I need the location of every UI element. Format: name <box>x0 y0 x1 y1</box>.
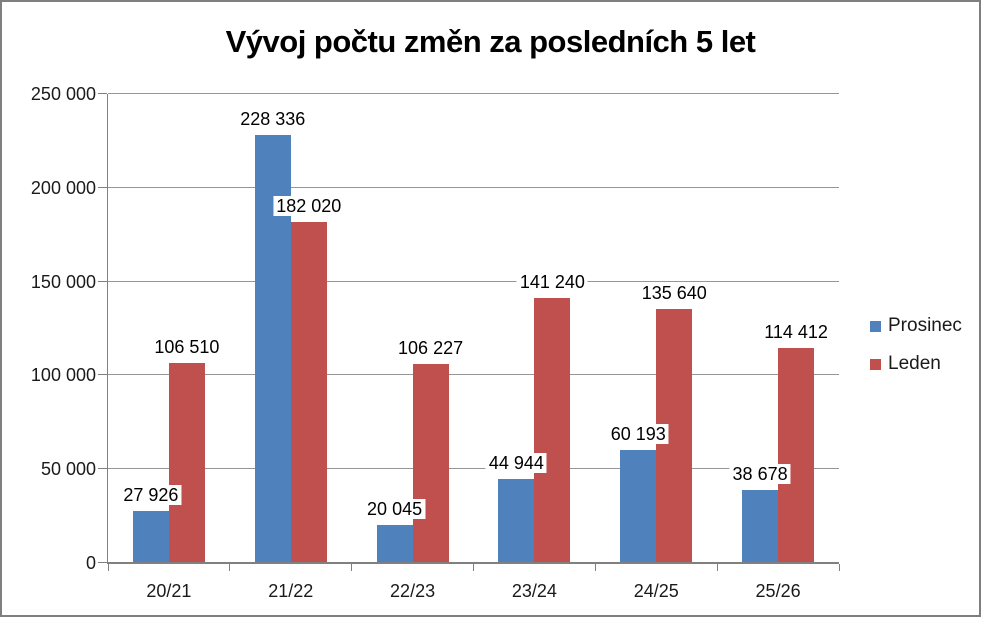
data-label-prosinec-23-24: 44 944 <box>485 452 547 473</box>
data-label-prosinec-25-26: 38 678 <box>729 464 791 485</box>
gridline-50000 <box>108 468 839 470</box>
data-label-prosinec-22-23: 20 045 <box>364 499 426 520</box>
x-axis-tick-1 <box>229 564 231 571</box>
plot-area: 0 50 000 100 000 150 000 200 000 250 000 20/21… <box>31 84 840 601</box>
x-axis-tick-6 <box>838 564 840 571</box>
legend-label-prosinec: Prosinec <box>888 315 962 336</box>
bar-prosinec-24-25 <box>620 450 657 563</box>
gridline-200000 <box>108 186 839 188</box>
y-axis-tick-150000 <box>98 280 107 282</box>
x-axis-label-21-22: 21/22 <box>268 581 314 601</box>
y-axis-label-100000: 100 000 <box>30 365 96 386</box>
data-label-leden-23-24: 141 240 <box>516 272 588 293</box>
x-axis-label-25-26: 25/26 <box>755 581 801 601</box>
bar-prosinec-23-24 <box>498 478 535 563</box>
bar-leden-23-24 <box>534 298 571 563</box>
legend-swatch-prosinec <box>870 320 881 332</box>
data-label-prosinec-24-25: 60 193 <box>607 424 669 445</box>
data-label-leden-22-23: 106 227 <box>395 337 467 358</box>
x-axis-tick-3 <box>473 564 474 571</box>
data-label-leden-24-25: 135 640 <box>638 282 710 303</box>
legend-item-prosinec: Prosinec <box>870 315 962 337</box>
bar-leden-20-21 <box>168 363 205 563</box>
x-axis-tick-4 <box>594 564 596 571</box>
data-label-prosinec-20-21: 27 926 <box>120 484 182 505</box>
legend-swatch-leden <box>870 358 881 370</box>
legend: Prosinec Leden <box>870 315 962 391</box>
x-axis-tick-5 <box>716 564 718 571</box>
chart-title: Vývoj počtu změn za posledních 5 let <box>225 24 756 59</box>
gridline-150000 <box>108 280 839 282</box>
gridline-100000 <box>108 374 839 376</box>
data-label-leden-20-21: 106 510 <box>151 337 223 358</box>
y-axis-label-50000: 50 000 <box>40 459 96 480</box>
y-axis-tick-250000 <box>98 93 107 94</box>
x-axis-label-22-23: 22/23 <box>390 581 436 601</box>
y-axis-label-150000: 150 000 <box>30 271 96 292</box>
x-axis-label-24-25: 24/25 <box>633 581 679 601</box>
legend-item-leden: Leden <box>870 353 962 375</box>
data-label-leden-25-26: 114 412 <box>761 322 831 343</box>
y-axis-label-0: 0 <box>85 553 96 573</box>
x-axis-label-20-21: 20/21 <box>146 581 192 601</box>
y-axis-tick-100000 <box>98 374 107 376</box>
bar-leden-22-23 <box>412 363 449 563</box>
x-axis-line <box>107 562 839 564</box>
x-axis-tick-2 <box>351 564 353 571</box>
y-axis-tick-50000 <box>98 468 107 470</box>
data-label-prosinec-21-22: 228 336 <box>237 108 309 129</box>
x-axis-tick-0 <box>107 564 109 571</box>
x-axis-label-23-24: 23/24 <box>511 581 557 601</box>
bar-prosinec-22-23 <box>376 525 413 563</box>
legend-label-leden: Leden <box>888 353 941 374</box>
y-axis-tick-200000 <box>98 186 107 188</box>
bar-prosinec-25-26 <box>742 490 779 563</box>
y-axis-label-250000: 250 000 <box>30 84 96 104</box>
gridline-250000 <box>108 93 839 94</box>
data-label-leden-21-22: 182 020 <box>273 195 345 216</box>
y-axis-tick-0 <box>98 562 107 563</box>
bar-prosinec-20-21 <box>132 510 169 563</box>
y-axis-label-200000: 200 000 <box>30 177 96 198</box>
bar-leden-25-26 <box>778 348 815 563</box>
y-axis-line <box>107 94 108 563</box>
bar-leden-21-22 <box>290 221 327 563</box>
